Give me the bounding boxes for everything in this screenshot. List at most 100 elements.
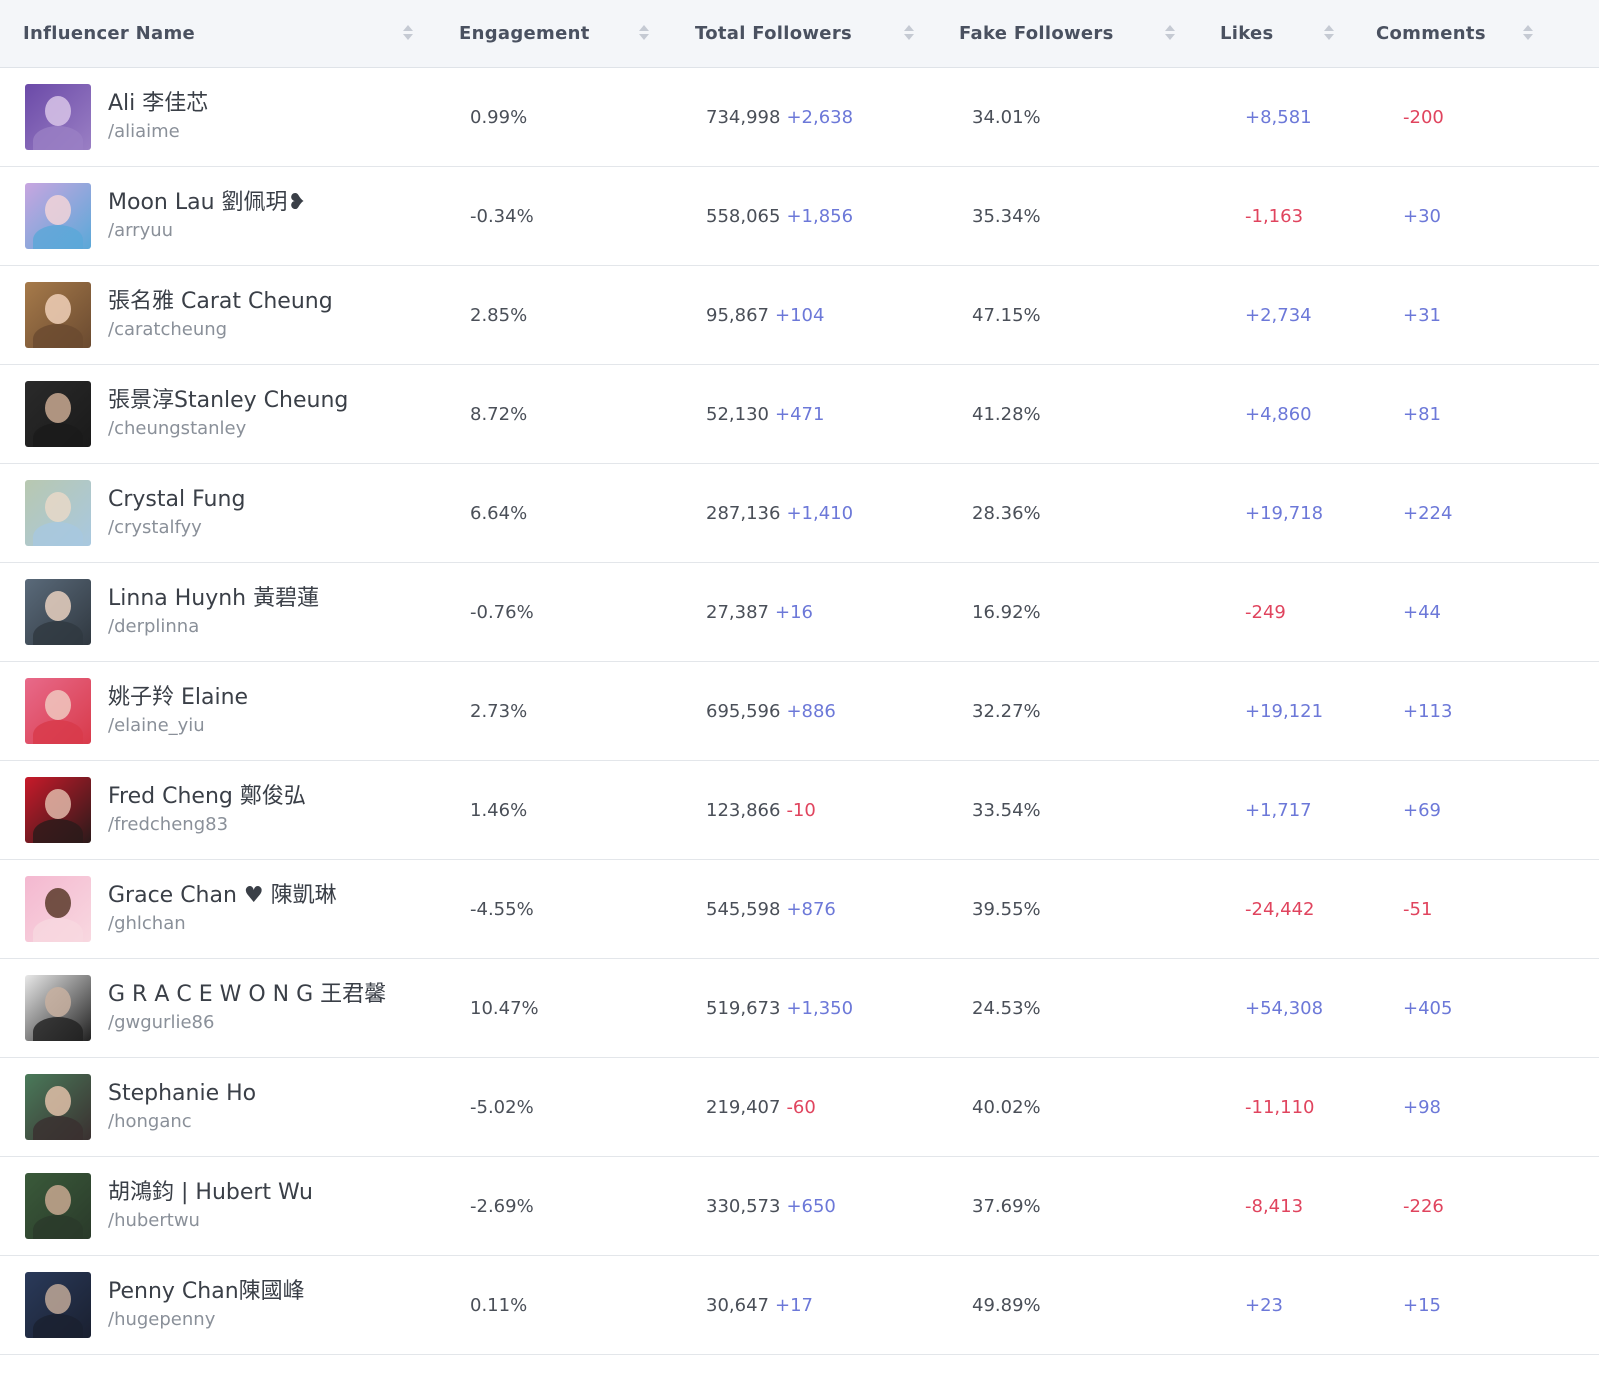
influencer-handle[interactable]: /cheungstanley (108, 418, 247, 439)
avatar[interactable] (25, 381, 91, 447)
avatar[interactable] (25, 84, 91, 150)
total-followers-cell: 30,647 +17 (672, 1295, 936, 1316)
table-row[interactable]: Ali 李佳芯 /aliaime 0.99% 734,998 +2,638 34.… (0, 68, 1599, 167)
total-followers-cell: 287,136 +1,410 (672, 503, 936, 524)
avatar[interactable] (25, 1173, 91, 1239)
table-row[interactable]: 胡鴻鈞 | Hubert Wu /hubertwu -2.69% 330,573… (0, 1157, 1599, 1256)
avatar[interactable] (25, 480, 91, 546)
avatar-body-shape (33, 1116, 83, 1140)
avatar-body-shape (33, 225, 83, 249)
column-header-total-followers[interactable]: Total Followers (672, 0, 936, 68)
comments-value: +81 (1403, 403, 1441, 425)
influencer-handle[interactable]: /hubertwu (108, 1210, 200, 1231)
table-body: Ali 李佳芯 /aliaime 0.99% 734,998 +2,638 34.… (0, 68, 1599, 1355)
influencer-name[interactable]: Stephanie Ho (108, 1081, 257, 1106)
influencer-handle[interactable]: /derplinna (108, 616, 200, 637)
engagement-value: 8.72% (470, 403, 528, 425)
influencer-name[interactable]: Penny Chan陳國峰 (108, 1279, 305, 1304)
influencer-cell: G R A C E W O N G 王君馨 /gwgurlie86 (0, 975, 436, 1041)
engagement-value: 10.47% (470, 997, 539, 1019)
likes-value: +8,581 (1245, 106, 1312, 128)
name-block: Ali 李佳芯 /aliaime (108, 90, 208, 144)
likes-value: -1,163 (1245, 205, 1304, 227)
comments-value: -200 (1403, 106, 1444, 128)
influencer-handle[interactable]: /honganc (108, 1111, 192, 1132)
column-header-fake-followers[interactable]: Fake Followers (936, 0, 1197, 68)
column-label: Engagement (459, 23, 590, 44)
table-row[interactable]: 姚子羚 Elaine /elaine_yiu 2.73% 695,596 +886… (0, 662, 1599, 761)
influencer-handle[interactable]: /arryuu (108, 220, 174, 241)
avatar[interactable] (25, 876, 91, 942)
influencer-cell: Stephanie Ho /honganc (0, 1074, 436, 1140)
table-row[interactable]: Grace Chan ♥ 陳凱琳 /ghlchan -4.55% 545,598… (0, 860, 1599, 959)
avatar[interactable] (25, 282, 91, 348)
sort-icon[interactable] (1523, 22, 1533, 44)
table-row[interactable]: G R A C E W O N G 王君馨 /gwgurlie86 10.47%… (0, 959, 1599, 1058)
influencer-handle[interactable]: /fredcheng83 (108, 814, 229, 835)
total-followers-cell: 95,867 +104 (672, 305, 936, 326)
comments-value: +113 (1403, 700, 1453, 722)
influencer-handle[interactable]: /caratcheung (108, 319, 228, 340)
table-row[interactable]: Linna Huynh 黃碧蓮 /derplinna -0.76% 27,387… (0, 563, 1599, 662)
column-header-likes[interactable]: Likes (1197, 0, 1355, 68)
influencer-name[interactable]: Grace Chan ♥ 陳凱琳 (108, 883, 337, 908)
table-row[interactable]: Fred Cheng 鄭俊弘 /fredcheng83 1.46% 123,86… (0, 761, 1599, 860)
influencer-handle[interactable]: /crystalfyy (108, 517, 202, 538)
avatar-body-shape (33, 522, 83, 546)
total-followers-value: 52,130 (706, 403, 769, 425)
table-row[interactable]: 張名雅 Carat Cheung /caratcheung 2.85% 95,8… (0, 266, 1599, 365)
influencer-cell: 胡鴻鈞 | Hubert Wu /hubertwu (0, 1173, 436, 1239)
followers-delta: +886 (786, 700, 836, 722)
column-label: Fake Followers (959, 23, 1114, 44)
column-header-influencer-name[interactable]: Influencer Name (0, 0, 436, 68)
fake-followers-value: 28.36% (972, 502, 1041, 524)
fake-followers-value: 37.69% (972, 1195, 1041, 1217)
influencer-cell: Ali 李佳芯 /aliaime (0, 84, 436, 150)
influencer-name[interactable]: 胡鴻鈞 | Hubert Wu (108, 1180, 313, 1205)
sort-icon[interactable] (904, 22, 914, 44)
influencer-handle[interactable]: /gwgurlie86 (108, 1012, 215, 1033)
avatar[interactable] (25, 1272, 91, 1338)
influencer-name[interactable]: Fred Cheng 鄭俊弘 (108, 784, 306, 809)
influencer-name[interactable]: 張名雅 Carat Cheung (108, 289, 333, 314)
table-row[interactable]: Penny Chan陳國峰 /hugepenny 0.11% 30,647 +17… (0, 1256, 1599, 1355)
comments-value: +44 (1403, 601, 1441, 623)
sort-icon[interactable] (403, 22, 413, 44)
avatar[interactable] (25, 777, 91, 843)
influencer-name[interactable]: Crystal Fung (108, 487, 246, 512)
influencer-name[interactable]: Moon Lau 劉佩玥❥ (108, 190, 306, 215)
influencer-name[interactable]: 張景淳Stanley Cheung (108, 388, 349, 413)
column-header-comments[interactable]: Comments (1355, 0, 1599, 68)
followers-delta: +2,638 (786, 106, 854, 128)
influencer-name[interactable]: 姚子羚 Elaine (108, 685, 249, 710)
influencer-name[interactable]: G R A C E W O N G 王君馨 (108, 982, 387, 1007)
influencer-handle[interactable]: /hugepenny (108, 1309, 216, 1330)
influencer-handle[interactable]: /ghlchan (108, 913, 186, 934)
influencer-cell: 姚子羚 Elaine /elaine_yiu (0, 678, 436, 744)
avatar[interactable] (25, 579, 91, 645)
table-row[interactable]: Crystal Fung /crystalfyy 6.64% 287,136 +1… (0, 464, 1599, 563)
likes-value: +2,734 (1245, 304, 1312, 326)
sort-icon[interactable] (1165, 22, 1175, 44)
avatar[interactable] (25, 1074, 91, 1140)
influencer-name[interactable]: Ali 李佳芯 (108, 91, 209, 116)
influencer-name[interactable]: Linna Huynh 黃碧蓮 (108, 586, 320, 611)
sort-icon[interactable] (1324, 22, 1334, 44)
name-block: G R A C E W O N G 王君馨 /gwgurlie86 (108, 981, 386, 1035)
table-row[interactable]: 張景淳Stanley Cheung /cheungstanley 8.72% 5… (0, 365, 1599, 464)
name-block: Stephanie Ho /honganc (108, 1080, 256, 1134)
avatar[interactable] (25, 183, 91, 249)
influencer-handle[interactable]: /elaine_yiu (108, 715, 205, 736)
influencer-handle[interactable]: /aliaime (108, 121, 180, 142)
engagement-value: -0.76% (470, 601, 534, 623)
table-row[interactable]: Stephanie Ho /honganc -5.02% 219,407 -60 … (0, 1058, 1599, 1157)
avatar[interactable] (25, 975, 91, 1041)
influencer-cell: 張景淳Stanley Cheung /cheungstanley (0, 381, 436, 447)
column-header-engagement[interactable]: Engagement (436, 0, 672, 68)
table-row[interactable]: Moon Lau 劉佩玥❥ /arryuu -0.34% 558,065 +1,8… (0, 167, 1599, 266)
avatar-head-shape (45, 492, 71, 522)
likes-value: +23 (1245, 1294, 1283, 1316)
sort-icon[interactable] (639, 22, 649, 44)
avatar[interactable] (25, 678, 91, 744)
column-label: Comments (1376, 23, 1486, 44)
